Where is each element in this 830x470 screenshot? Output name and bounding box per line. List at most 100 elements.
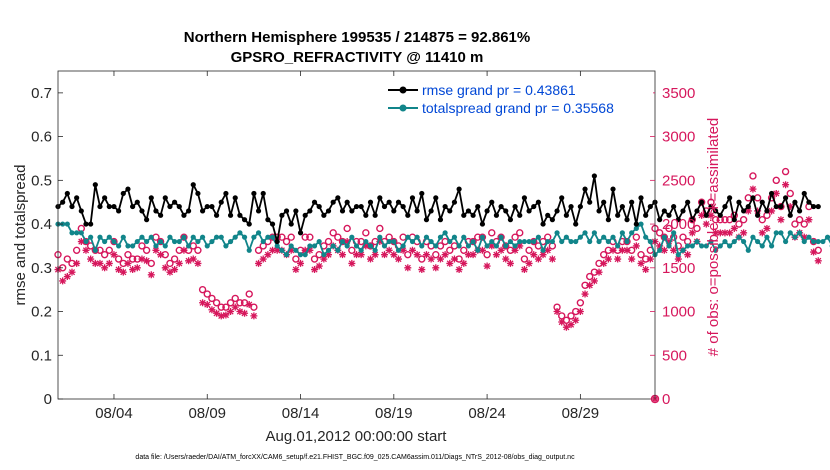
totalspread-point xyxy=(824,234,830,240)
obs-assimilated-point xyxy=(161,264,169,272)
totalspread-point xyxy=(237,230,243,236)
rmse-point xyxy=(358,203,364,210)
y2-tick-label: 500 xyxy=(662,347,687,364)
rmse-point xyxy=(353,203,360,210)
totalspread-point xyxy=(344,243,350,249)
obs-assimilated-point xyxy=(516,242,524,250)
chart-title: Northern Hemisphere 199535 / 214875 = 92… xyxy=(184,29,530,46)
totalspread-point xyxy=(218,234,224,240)
obs-possible-point xyxy=(212,299,221,307)
rmse-point xyxy=(74,195,80,201)
rmse-point xyxy=(116,208,122,214)
rmse-point xyxy=(102,195,108,201)
rmse-point xyxy=(666,212,672,218)
rmse-point xyxy=(624,217,630,223)
obs-possible-point xyxy=(217,303,225,311)
totalspread-point xyxy=(708,238,714,245)
totalspread-point xyxy=(111,238,117,245)
obs-assimilated-point xyxy=(189,255,197,263)
totalspread-point xyxy=(199,234,206,240)
rmse-point xyxy=(741,208,747,214)
totalspread-point xyxy=(88,234,94,240)
obs-assimilated-point xyxy=(567,321,575,329)
y-axis-label: rmse and totalspread xyxy=(12,165,29,306)
totalspread-point xyxy=(713,247,719,253)
obs-possible-point xyxy=(329,229,337,237)
rmse-point xyxy=(573,221,579,227)
totalspread-point xyxy=(685,243,691,249)
totalspread-point xyxy=(269,234,276,240)
obs-possible-point xyxy=(110,237,118,246)
rmse-point xyxy=(405,212,411,218)
totalspread-point xyxy=(773,230,779,236)
rmse-point xyxy=(428,208,434,214)
obs-assimilated-point xyxy=(665,238,673,246)
rmse-point xyxy=(335,195,341,201)
obs-assimilated-point xyxy=(255,259,263,267)
rmse-point xyxy=(526,208,532,214)
totalspread-point xyxy=(643,234,649,240)
totalspread-point xyxy=(703,243,709,249)
obs-assimilated-point xyxy=(548,255,556,263)
rmse-point xyxy=(386,199,392,205)
x-tick-label: 08/04 xyxy=(95,405,133,422)
totalspread-point xyxy=(479,234,486,240)
totalspread-point xyxy=(731,238,737,245)
totalspread-point xyxy=(395,247,402,253)
obs-possible-point xyxy=(245,290,253,298)
obs-possible-point xyxy=(100,250,109,259)
obs-possible-point xyxy=(156,237,165,246)
obs-possible-point xyxy=(203,290,211,298)
totalspread-point xyxy=(144,238,150,245)
totalspread-point xyxy=(158,238,164,245)
rmse-point xyxy=(643,212,649,218)
obs-assimilated-point xyxy=(506,259,514,267)
obs-possible-point xyxy=(711,215,720,224)
totalspread-point xyxy=(349,234,355,240)
rmse-point xyxy=(582,186,588,192)
totalspread-point xyxy=(470,238,476,245)
rmse-point xyxy=(545,212,551,218)
y2-axis-label: # of obs: o=possible; ∗=assimilated xyxy=(705,118,722,357)
obs-assimilated-point xyxy=(194,259,202,267)
rmse-point xyxy=(512,203,518,210)
y-tick-label: 0 xyxy=(44,391,52,408)
obs-assimilated-point xyxy=(478,246,486,254)
totalspread-point xyxy=(596,238,602,245)
y-tick-label: 0.1 xyxy=(31,347,52,364)
obs-assimilated-point xyxy=(315,262,323,270)
rmse-point xyxy=(97,203,103,210)
rmse-point xyxy=(381,203,388,210)
rmse-point xyxy=(321,212,327,218)
obs-assimilated-point xyxy=(618,246,626,254)
y2-tick-label: 1500 xyxy=(662,260,695,277)
obs-possible-point xyxy=(362,229,370,237)
obs-assimilated-point xyxy=(586,281,594,289)
obs-assimilated-point xyxy=(73,259,81,267)
rmse-point xyxy=(204,203,210,210)
totalspread-point xyxy=(409,238,416,245)
obs-assimilated-point xyxy=(101,264,109,272)
rmse-point xyxy=(517,212,523,218)
totalspread-point xyxy=(167,234,173,240)
obs-assimilated-point xyxy=(404,264,412,272)
obs-possible-point xyxy=(142,246,151,255)
obs-assimilated-point xyxy=(530,251,538,259)
totalspread-point xyxy=(601,234,607,240)
totalspread-point xyxy=(288,243,294,249)
totalspread-point xyxy=(554,230,560,236)
totalspread-point xyxy=(638,221,644,227)
obs-assimilated-point xyxy=(311,266,319,274)
obs-assimilated-point xyxy=(213,309,221,317)
totalspread-point xyxy=(451,234,458,240)
obs-possible-point xyxy=(739,215,748,224)
legend-marker-spread xyxy=(399,104,407,112)
rmse-point xyxy=(801,190,807,197)
obs-possible-point xyxy=(180,233,188,241)
obs-possible-point xyxy=(287,233,295,241)
rmse-point xyxy=(507,217,514,223)
obs-assimilated-point xyxy=(413,251,421,259)
rmse-point xyxy=(88,221,94,227)
totalspread-point xyxy=(423,234,430,240)
rmse-point xyxy=(199,208,206,214)
